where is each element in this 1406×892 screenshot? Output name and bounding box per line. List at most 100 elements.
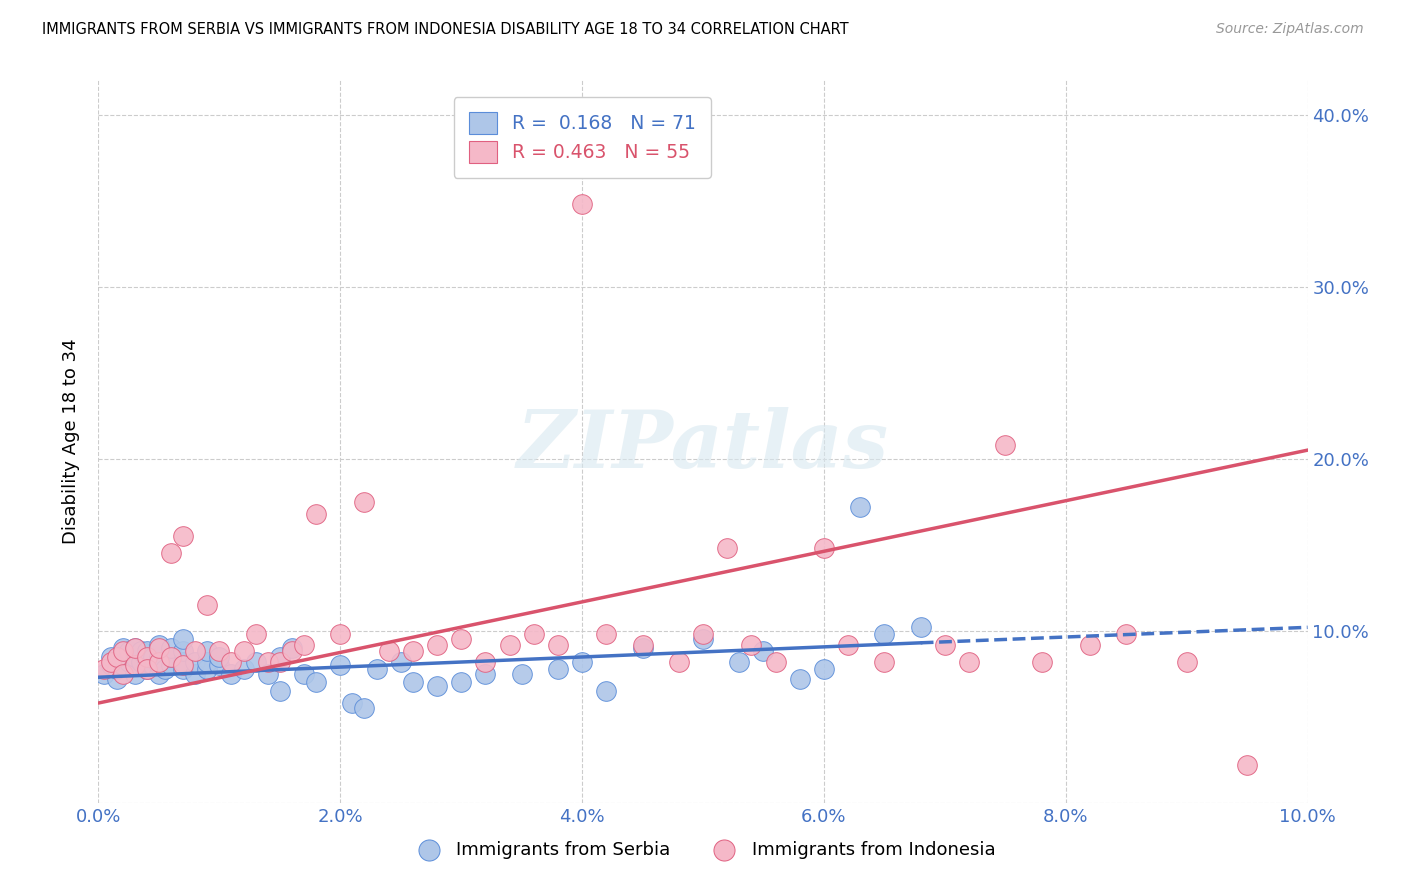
Point (1115, 627, 1137, 641)
Point (195, 644, 218, 658)
Point (100, 658, 122, 673)
Point (692, 632, 714, 647)
Point (256, 666, 278, 681)
Point (547, 638, 569, 652)
Legend: Immigrants from Serbia, Immigrants from Indonesia: Immigrants from Serbia, Immigrants from … (404, 834, 1002, 866)
Point (124, 666, 146, 681)
Point (124, 658, 146, 673)
Point (523, 627, 546, 641)
Point (329, 658, 352, 673)
Point (450, 632, 472, 647)
Point (172, 655, 194, 669)
Point (728, 655, 751, 669)
Point (789, 672, 811, 686)
Point (595, 684, 617, 698)
Point (160, 649, 183, 664)
Point (111, 658, 134, 673)
Point (474, 666, 496, 681)
Point (93, 662, 115, 676)
Point (498, 638, 520, 652)
Point (111, 649, 134, 664)
Point (142, 649, 165, 664)
Text: Source: ZipAtlas.com: Source: ZipAtlas.com (1216, 22, 1364, 37)
Point (631, 638, 654, 652)
Point (148, 649, 170, 664)
Point (148, 638, 170, 652)
Point (93, 666, 115, 681)
Point (1236, 758, 1258, 772)
Point (195, 662, 218, 676)
Point (353, 701, 375, 715)
Point (135, 662, 157, 676)
Point (148, 666, 170, 681)
Point (124, 640, 146, 655)
Point (849, 500, 872, 514)
Point (142, 658, 165, 673)
Point (172, 529, 194, 543)
Point (111, 640, 134, 655)
Point (208, 658, 231, 673)
Point (105, 672, 128, 686)
Point (402, 675, 425, 690)
Point (195, 598, 218, 612)
Point (172, 632, 194, 647)
Point (305, 507, 328, 521)
Point (813, 662, 835, 676)
Point (631, 640, 654, 655)
Point (1031, 655, 1053, 669)
Point (129, 644, 152, 658)
Point (353, 494, 375, 508)
Point (221, 666, 243, 681)
Point (148, 655, 170, 669)
Point (153, 662, 176, 676)
Text: IMMIGRANTS FROM SERBIA VS IMMIGRANTS FROM INDONESIA DISABILITY AGE 18 TO 34 CORR: IMMIGRANTS FROM SERBIA VS IMMIGRANTS FRO… (42, 22, 849, 37)
Point (716, 541, 738, 556)
Point (160, 658, 183, 673)
Point (124, 658, 146, 673)
Point (366, 662, 388, 676)
Point (160, 649, 183, 664)
Point (281, 644, 304, 658)
Point (402, 644, 425, 658)
Point (595, 627, 617, 641)
Point (692, 627, 714, 641)
Point (292, 638, 315, 652)
Point (148, 640, 170, 655)
Point (135, 662, 157, 676)
Point (765, 655, 787, 669)
Point (111, 666, 134, 681)
Point (934, 638, 956, 652)
Text: ZIPatlas: ZIPatlas (517, 408, 889, 484)
Point (269, 655, 291, 669)
Point (135, 649, 157, 664)
Point (208, 644, 231, 658)
Point (105, 649, 128, 664)
Point (172, 658, 194, 673)
Point (135, 655, 157, 669)
Point (124, 640, 146, 655)
Point (221, 655, 243, 669)
Point (160, 546, 183, 560)
Point (129, 655, 152, 669)
Point (377, 644, 399, 658)
Point (426, 638, 449, 652)
Point (547, 662, 569, 676)
Point (571, 655, 593, 669)
Y-axis label: Disability Age 18 to 34: Disability Age 18 to 34 (62, 339, 80, 544)
Point (329, 627, 352, 641)
Point (100, 655, 122, 669)
Point (208, 649, 231, 664)
Point (510, 666, 533, 681)
Point (245, 627, 267, 641)
Point (910, 620, 932, 634)
Point (668, 655, 690, 669)
Point (957, 655, 980, 669)
Point (389, 655, 412, 669)
Point (118, 655, 141, 669)
Point (184, 666, 207, 681)
Point (571, 197, 593, 211)
Point (1175, 655, 1198, 669)
Point (994, 438, 1017, 452)
Point (135, 644, 157, 658)
Point (1078, 638, 1101, 652)
